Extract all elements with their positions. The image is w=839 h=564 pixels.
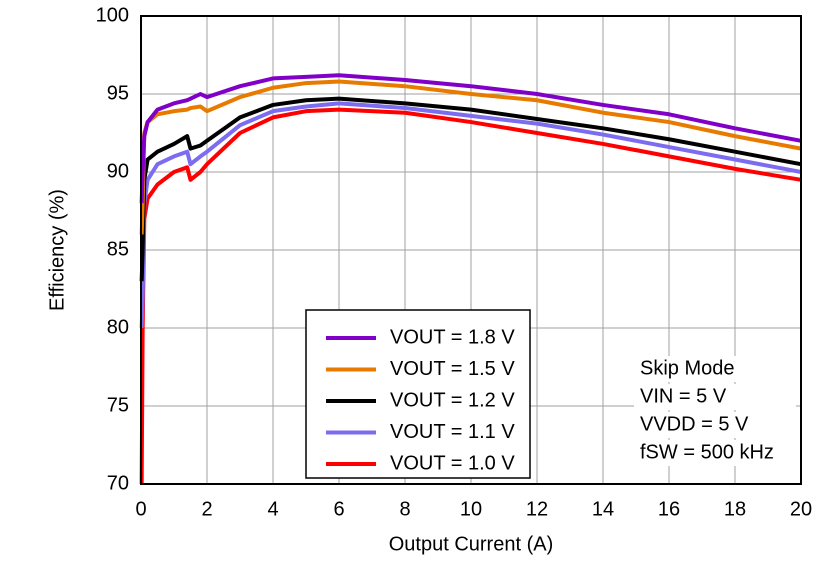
legend-label: VOUT = 1.1 V (390, 421, 515, 443)
x-tick-label: 14 (592, 498, 614, 520)
y-tick-label: 70 (107, 472, 129, 494)
annotation-bg (634, 440, 796, 466)
legend-label: VOUT = 1.8 V (390, 326, 515, 348)
legend-label: VOUT = 1.0 V (390, 452, 515, 474)
y-tick-label: 75 (107, 394, 129, 416)
annotation-bg (634, 384, 796, 410)
x-tick-label: 18 (724, 498, 746, 520)
annotation: fSW = 500 kHz (640, 441, 774, 463)
x-tick-label: 0 (135, 498, 146, 520)
y-tick-label: 100 (96, 4, 129, 26)
x-tick-label: 20 (790, 498, 812, 520)
x-tick-label: 8 (399, 498, 410, 520)
x-tick-label: 12 (526, 498, 548, 520)
legend-label: VOUT = 1.5 V (390, 358, 515, 380)
series-line (139, 96, 802, 282)
annotation-bg (634, 356, 796, 382)
x-tick-label: 10 (460, 498, 482, 520)
y-axis-title: Efficiency (%) (46, 189, 68, 311)
annotation: VVDD = 5 V (640, 413, 749, 435)
x-axis-title: Output Current (A) (389, 533, 554, 555)
legend-label: VOUT = 1.2 V (390, 389, 515, 411)
y-tick-label: 85 (107, 238, 129, 260)
y-tick-label: 95 (107, 82, 129, 104)
series-line (139, 107, 802, 485)
series-line (139, 101, 802, 329)
annotation-bg (634, 412, 796, 438)
y-tick-label: 90 (107, 160, 129, 182)
x-tick-label: 16 (658, 498, 680, 520)
x-tick-label: 4 (267, 498, 278, 520)
series-line (139, 73, 802, 204)
x-tick-label: 6 (333, 498, 344, 520)
y-tick-label: 80 (107, 316, 129, 338)
annotation: Skip Mode (640, 357, 735, 379)
annotation: VIN = 5 V (640, 385, 727, 407)
plot-frame (140, 15, 802, 485)
x-tick-label: 2 (201, 498, 212, 520)
